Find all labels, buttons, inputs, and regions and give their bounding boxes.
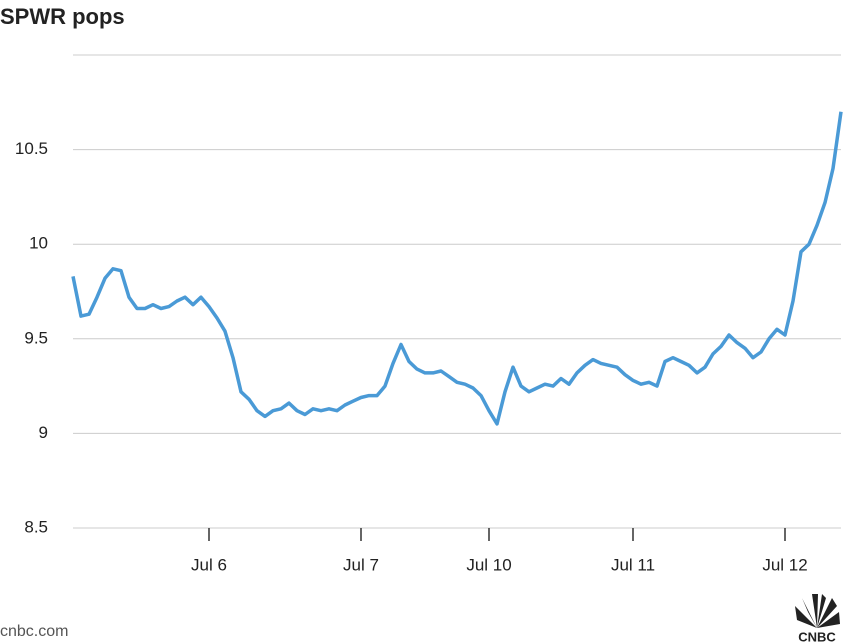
price-line: [71, 111, 843, 426]
x-tick-label: Jul 12: [762, 555, 807, 574]
x-tick-label: Jul 6: [191, 555, 227, 574]
y-tick-label: 9: [39, 423, 48, 442]
y-tick-label: 10: [29, 234, 48, 253]
source: cnbc.com: [0, 623, 68, 640]
x-tick-label: Jul 7: [343, 555, 379, 574]
logo: CNBC: [795, 594, 840, 642]
logo-text: CNBC: [798, 629, 836, 642]
logo-peacock: [795, 594, 840, 628]
y-tick-label: 8.5: [24, 517, 48, 536]
y-tick-label: 9.5: [24, 328, 48, 347]
x-tick-label: Jul 11: [611, 555, 655, 574]
y-tick-label: 10.5: [15, 139, 48, 158]
x-tick-label: Jul 10: [466, 555, 511, 574]
chart-title: SPWR pops: [0, 4, 125, 29]
